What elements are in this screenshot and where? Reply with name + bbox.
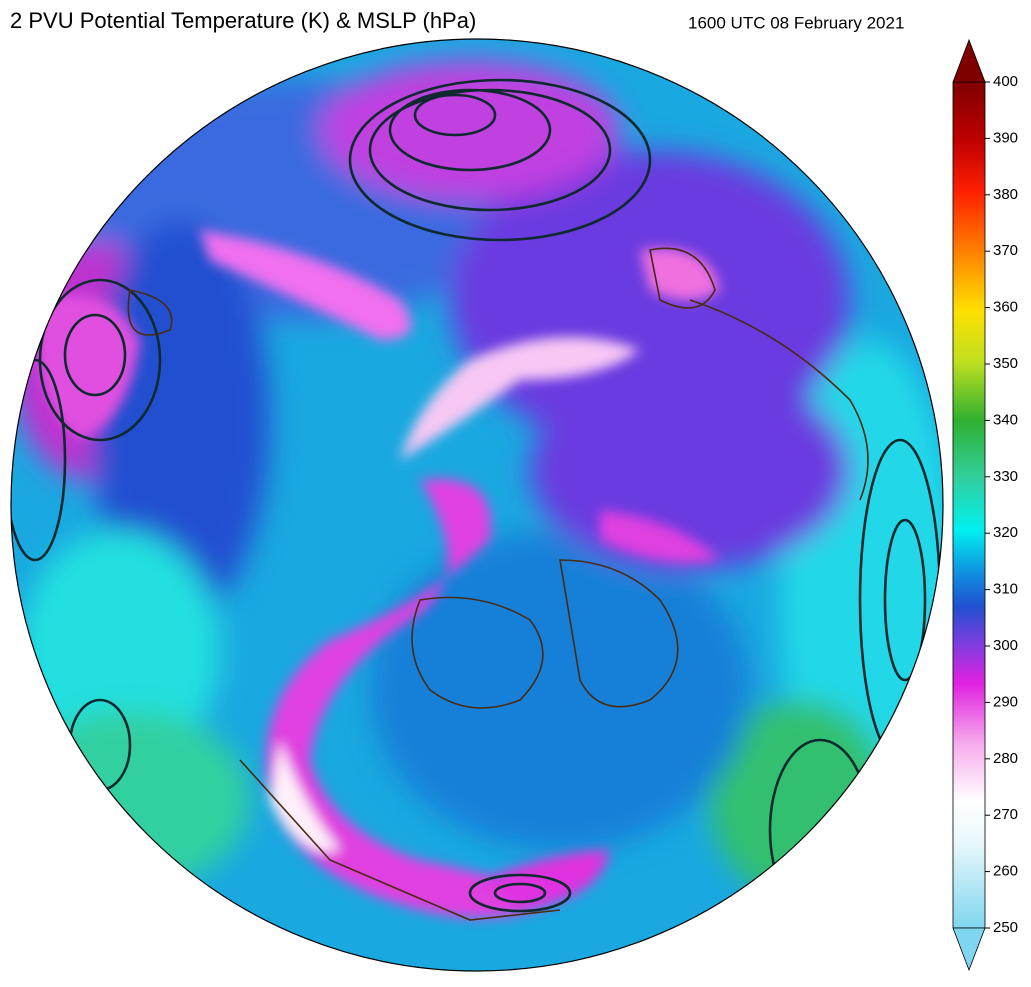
map-title: 2 PVU Potential Temperature (K) & MSLP (… [10, 8, 476, 33]
colorbar-tick-label: 270 [993, 806, 1018, 823]
colorbar-tick-label: 340 [993, 411, 1018, 428]
colorbar-tick-label: 390 [993, 129, 1018, 146]
colorbar-tick-label: 380 [993, 186, 1018, 203]
colorbar-tick-label: 400 [993, 73, 1018, 90]
colorbar-tick-label: 260 [993, 863, 1018, 880]
colorbar-body [952, 81, 986, 929]
colorbar-tick-label: 370 [993, 242, 1018, 259]
colorbar-extend-top [952, 38, 986, 83]
colorbar-tick-label: 250 [993, 919, 1018, 936]
colorbar-tick-label: 290 [993, 693, 1018, 710]
globe [11, 39, 943, 971]
colorbar-tick-label: 360 [993, 299, 1018, 316]
colorbar: 250 260 270 280 290 300 310 320 330 340 350 360 370 3… [952, 38, 1018, 972]
timestamp: 1600 UTC 08 February 2021 [688, 13, 904, 32]
colorbar-tick-label: 350 [993, 355, 1018, 372]
mslp-contours [11, 78, 942, 922]
colorbar-tick-label: 280 [993, 750, 1018, 767]
coastlines [127, 247, 869, 921]
colorbar-tick-label: 300 [993, 637, 1018, 654]
colorbar-tick-label: 330 [993, 468, 1018, 485]
colorbar-tick-label: 310 [993, 581, 1018, 598]
colorbar-tick-label: 320 [993, 524, 1018, 541]
globe-border [10, 38, 944, 972]
colorbar-extend-bottom [952, 927, 986, 972]
